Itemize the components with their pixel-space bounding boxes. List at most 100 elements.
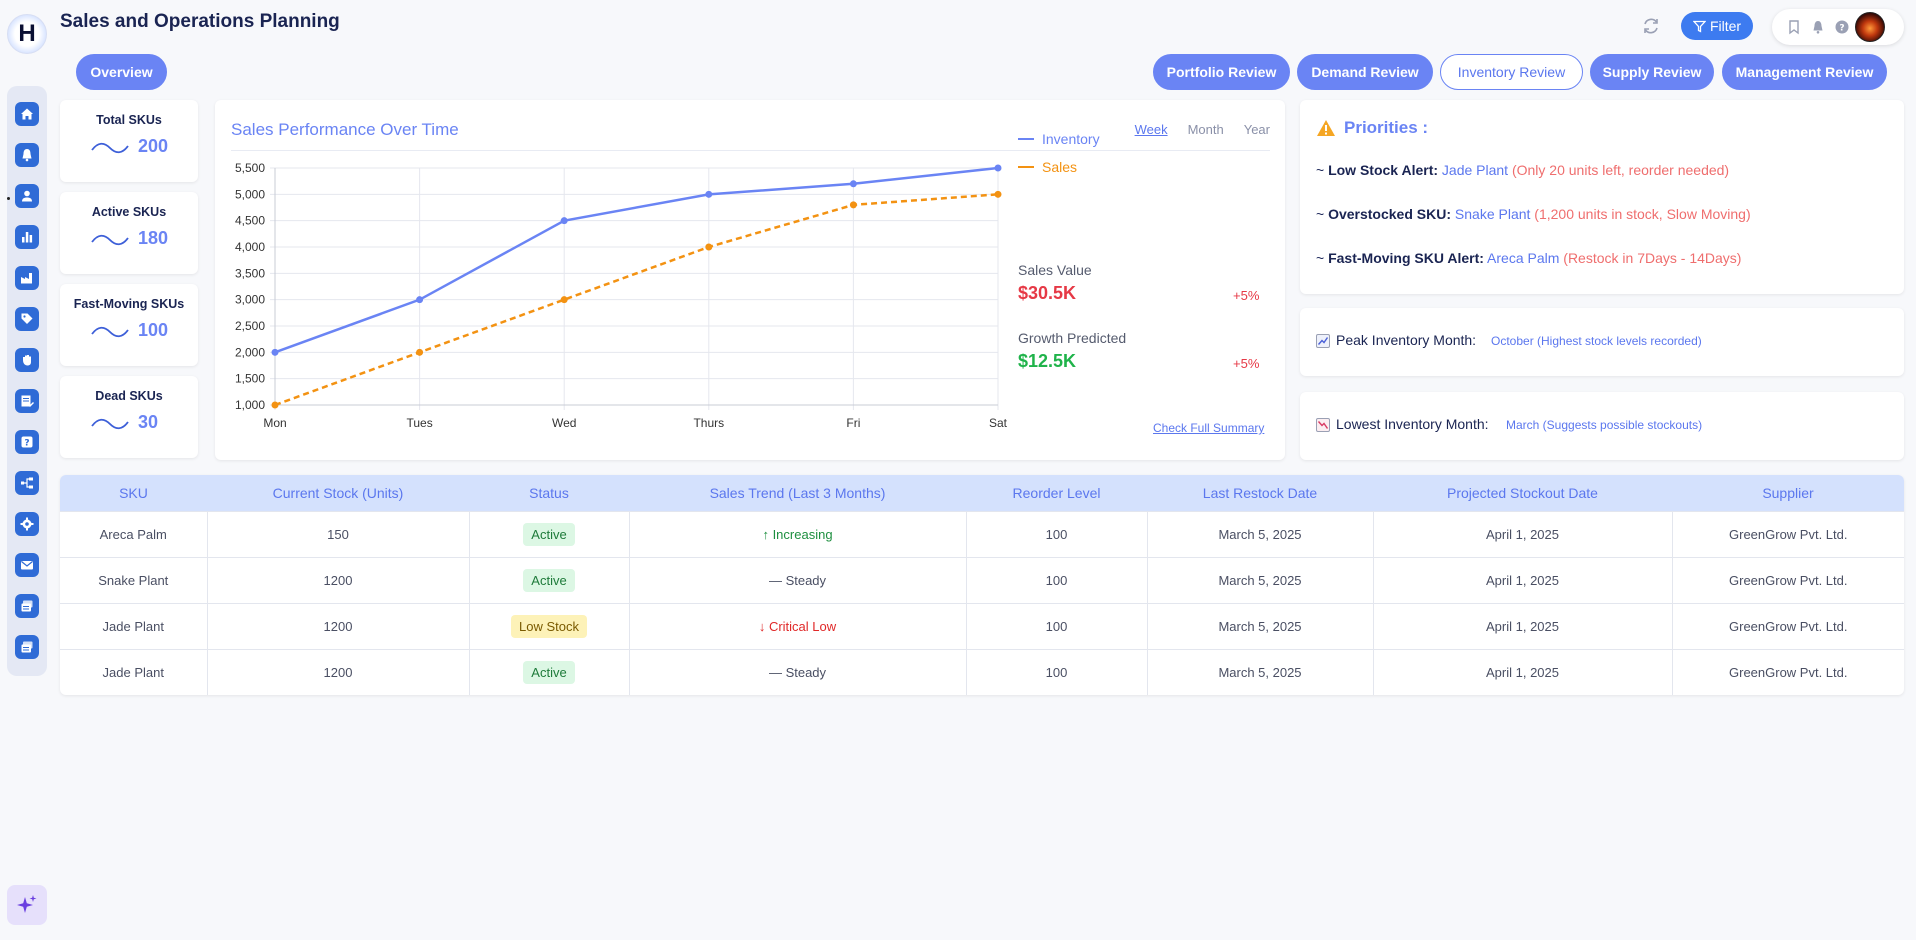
sidebar-item-help[interactable]: ? <box>15 430 39 454</box>
y-tick-label: 2,000 <box>235 345 265 359</box>
column-header-supplier[interactable]: Supplier <box>1672 475 1904 511</box>
sidebar-item-layers[interactable] <box>15 594 39 618</box>
sidebar-item-flow[interactable] <box>15 471 39 495</box>
bell-icon[interactable] <box>1810 19 1826 35</box>
tab-inventory-review[interactable]: Inventory Review <box>1440 54 1583 90</box>
table-row[interactable]: Jade Plant 1200 Active — Steady 100 Marc… <box>60 648 1904 695</box>
sales-value-delta: +5% <box>1233 288 1260 303</box>
kpi-card-active-skus: Active SKUs 180 <box>60 192 198 274</box>
priority-sku[interactable]: Jade Plant <box>1441 162 1509 178</box>
page-title: Sales and Operations Planning <box>60 11 340 32</box>
priorities-title: Priorities : <box>1316 118 1428 138</box>
trend-wave-icon <box>91 418 129 430</box>
sidebar-item-layers-2[interactable] <box>15 635 39 659</box>
kpi-card-total-skus: Total SKUs 200 <box>60 100 198 182</box>
data-point-inventory <box>560 217 568 225</box>
kpi-value: 180 <box>138 228 169 248</box>
legend-sales[interactable]: Sales <box>1018 159 1077 175</box>
cell-reorder: 100 <box>966 556 1148 603</box>
sidebar-item-edit[interactable] <box>15 389 39 413</box>
period-tab-month[interactable]: Month <box>1187 122 1224 137</box>
column-header-projected-stockout[interactable]: Projected Stockout Date <box>1373 475 1672 511</box>
sidebar-item-home[interactable] <box>15 102 39 126</box>
help-icon[interactable]: ? <box>1834 19 1850 35</box>
column-header-status[interactable]: Status <box>469 475 629 511</box>
priority-item-overstocked: ~ Overstocked SKU: Snake Plant (1,200 un… <box>1316 206 1751 222</box>
tab-portfolio-review[interactable]: Portfolio Review <box>1153 54 1290 90</box>
tab-supply-review[interactable]: Supply Review <box>1590 54 1714 90</box>
refresh-icon[interactable] <box>1640 15 1662 37</box>
user-avatar[interactable] <box>1855 12 1885 42</box>
check-full-summary-link[interactable]: Check Full Summary <box>1153 421 1265 435</box>
column-header-sales-trend[interactable]: Sales Trend (Last 3 Months) <box>629 475 966 511</box>
growth-predicted-label: Growth Predicted <box>1018 330 1127 346</box>
column-header-last-restock[interactable]: Last Restock Date <box>1147 475 1373 511</box>
cell-supplier: GreenGrow Pvt. Ltd. <box>1672 510 1904 557</box>
cell-restock: March 5, 2025 <box>1147 556 1374 603</box>
priority-prefix: ~ <box>1316 206 1325 222</box>
cell-reorder: 100 <box>966 602 1148 649</box>
app-logo-letter: H <box>18 20 36 47</box>
x-tick-label: Tues <box>406 416 432 430</box>
priority-sku[interactable]: Areca Palm <box>1487 250 1560 266</box>
y-tick-label: 3,000 <box>235 293 265 307</box>
kpi-value: 100 <box>138 320 169 340</box>
data-point-sales <box>271 401 279 409</box>
legend-inventory[interactable]: Inventory <box>1018 131 1100 147</box>
ai-assistant-button[interactable] <box>7 885 47 925</box>
data-point-sales <box>849 201 857 209</box>
period-tab-year[interactable]: Year <box>1243 122 1270 137</box>
cell-status: Active <box>469 510 630 557</box>
priority-sku[interactable]: Snake Plant <box>1454 206 1531 222</box>
kpi-label: Total SKUs <box>96 113 162 127</box>
x-tick-label: Wed <box>552 416 576 430</box>
cell-supplier: GreenGrow Pvt. Ltd. <box>1672 602 1904 649</box>
factory-icon <box>21 273 32 284</box>
layers-icon <box>21 600 33 612</box>
cell-stock: 1200 <box>207 556 470 603</box>
filter-button[interactable]: Filter <box>1681 12 1753 40</box>
active-indicator-dot <box>7 197 10 200</box>
kpi-value: 30 <box>138 412 159 432</box>
tab-demand-review[interactable]: Demand Review <box>1297 54 1433 90</box>
filter-label: Filter <box>1709 18 1742 34</box>
sidebar-item-user[interactable] <box>15 184 39 208</box>
column-header-sku[interactable]: SKU <box>60 475 207 511</box>
sidebar-item-alerts[interactable] <box>15 143 39 167</box>
data-point-inventory <box>271 348 279 356</box>
legend-label: Sales <box>1042 159 1078 175</box>
kpi-label: Dead SKUs <box>95 389 163 403</box>
sidebar-item-analytics[interactable] <box>15 225 39 249</box>
app-logo[interactable]: H <box>7 14 47 54</box>
peak-inventory-value: October (Highest stock levels recorded) <box>1491 334 1702 348</box>
trend-wave-icon <box>91 326 129 338</box>
tab-overview[interactable]: Overview <box>76 54 167 90</box>
sidebar-item-factory[interactable] <box>15 266 39 290</box>
chart-down-icon <box>1316 418 1330 432</box>
cell-supplier: GreenGrow Pvt. Ltd. <box>1672 648 1904 695</box>
priority-label: Low Stock Alert: <box>1328 162 1439 178</box>
hand-icon <box>23 355 31 366</box>
sidebar-item-mail[interactable] <box>15 553 39 577</box>
sidebar-item-tags[interactable] <box>15 307 39 331</box>
period-tabs: Week Month Year <box>1135 122 1270 137</box>
filter-icon <box>1692 20 1706 33</box>
sidebar-item-settings[interactable] <box>15 512 39 536</box>
tab-management-review[interactable]: Management Review <box>1722 54 1887 90</box>
data-point-sales <box>416 348 424 356</box>
layers-icon <box>21 641 33 653</box>
warning-icon <box>1317 120 1335 136</box>
table-row[interactable]: Areca Palm 150 Active ↑ Increasing 100 M… <box>60 510 1904 557</box>
column-header-current-stock[interactable]: Current Stock (Units) <box>207 475 469 511</box>
growth-predicted-delta: +5% <box>1233 356 1260 371</box>
priority-note: (1,200 units in stock, Slow Moving) <box>1534 206 1751 222</box>
bookmark-icon[interactable] <box>1786 19 1802 35</box>
table-row[interactable]: Snake Plant 1200 Active — Steady 100 Mar… <box>60 556 1904 603</box>
cell-stockout: April 1, 2025 <box>1373 556 1673 603</box>
sales-performance-card: Sales Performance Over Time Week Month Y… <box>215 100 1285 460</box>
table-row[interactable]: Jade Plant 1200 Low Stock ↓ Critical Low… <box>60 602 1904 649</box>
sidebar-item-hand[interactable] <box>15 348 39 372</box>
column-header-reorder-level[interactable]: Reorder Level <box>966 475 1147 511</box>
period-tab-week[interactable]: Week <box>1134 122 1168 137</box>
question-box-icon: ? <box>21 436 33 449</box>
